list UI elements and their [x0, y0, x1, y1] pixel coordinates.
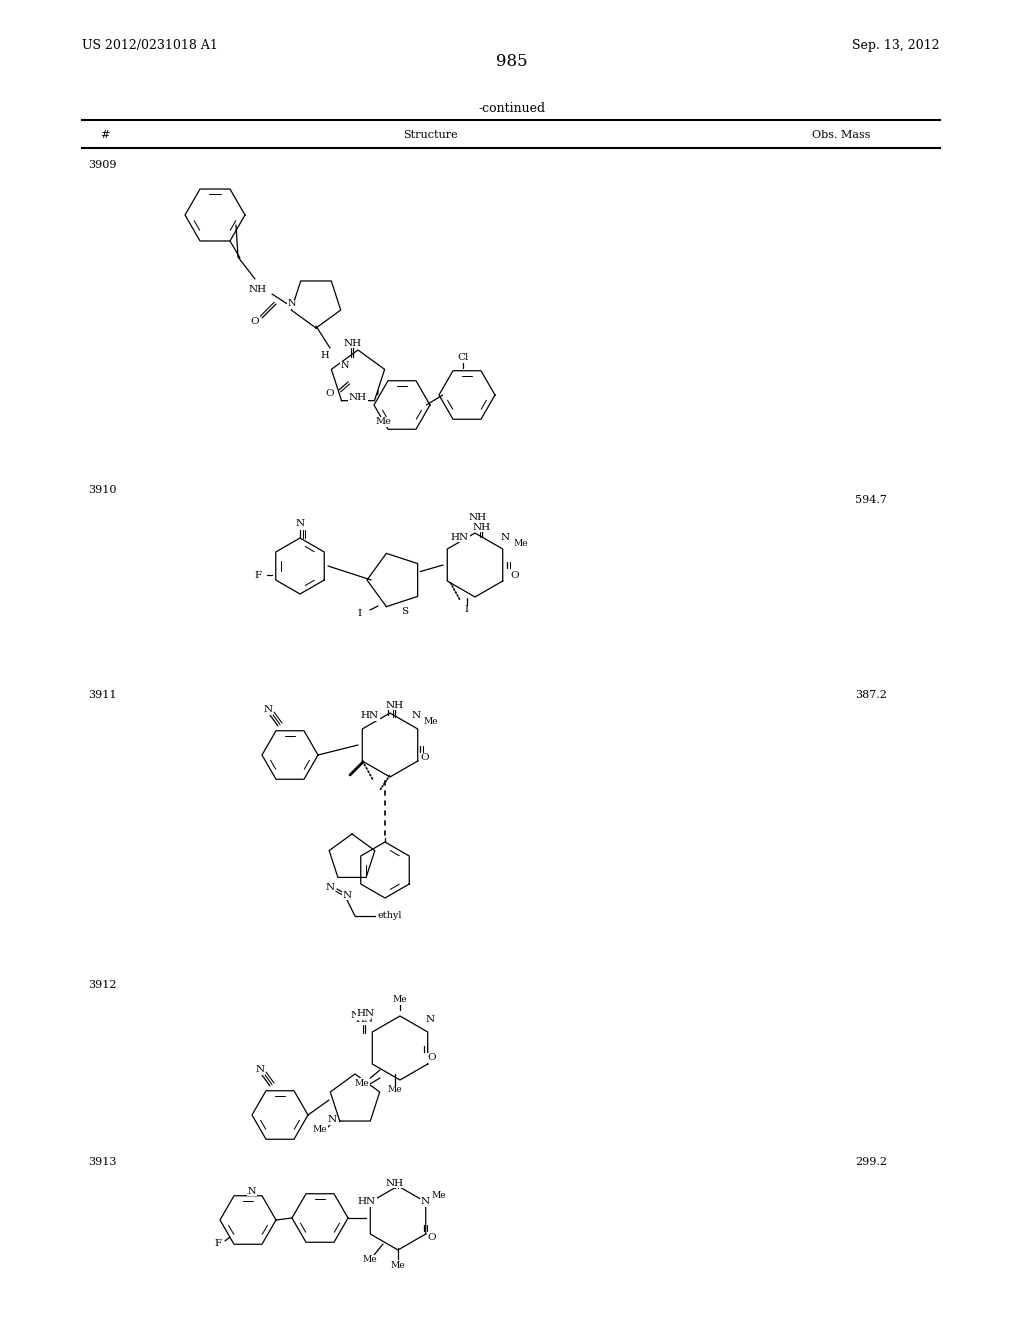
Text: N: N [288, 300, 296, 309]
Text: 3911: 3911 [88, 690, 117, 700]
Text: Me: Me [388, 1085, 402, 1094]
Text: O: O [428, 1233, 436, 1242]
Text: HN: HN [358, 1197, 376, 1206]
Text: Cl: Cl [458, 354, 469, 363]
Text: S: S [401, 607, 409, 616]
Text: O: O [428, 1053, 436, 1063]
Text: N: N [248, 1187, 256, 1196]
Text: NH: NH [469, 513, 487, 523]
Text: Me: Me [514, 539, 528, 548]
Text: N: N [255, 1065, 264, 1074]
Text: N: N [263, 705, 272, 714]
Text: N: N [328, 1115, 337, 1125]
Text: #: # [100, 129, 110, 140]
Text: Me: Me [375, 417, 391, 426]
Text: NH: NH [386, 1179, 404, 1188]
Text: 3909: 3909 [88, 160, 117, 170]
Text: Structure: Structure [402, 129, 458, 140]
Text: NH: NH [344, 338, 362, 347]
Text: 985: 985 [497, 54, 527, 70]
Text: F: F [254, 570, 261, 579]
Text: NH: NH [386, 701, 404, 710]
Text: 3913: 3913 [88, 1158, 117, 1167]
Text: F: F [214, 1238, 221, 1247]
Text: HN: HN [360, 711, 379, 721]
Text: N: N [296, 520, 304, 528]
Text: Me: Me [391, 1261, 406, 1270]
Text: N: N [421, 1197, 429, 1206]
Text: Me: Me [424, 718, 438, 726]
Text: 387.2: 387.2 [855, 690, 887, 700]
Text: HN: HN [356, 1015, 374, 1024]
Text: 3912: 3912 [88, 979, 117, 990]
Text: Obs. Mass: Obs. Mass [811, 129, 870, 140]
Text: N: N [501, 532, 510, 541]
Text: H: H [321, 351, 330, 360]
Text: Me: Me [354, 1078, 370, 1088]
Text: ethyl: ethyl [378, 912, 402, 920]
Text: Sep. 13, 2012: Sep. 13, 2012 [853, 38, 940, 51]
Text: N: N [412, 711, 421, 721]
Text: N: N [342, 891, 351, 899]
Text: O: O [421, 754, 429, 763]
Text: HN: HN [357, 1008, 375, 1018]
Text: Me: Me [362, 1255, 377, 1265]
Text: O: O [251, 318, 259, 326]
Text: O: O [511, 570, 519, 579]
Text: NH: NH [473, 523, 492, 532]
Text: 594.7: 594.7 [855, 495, 887, 506]
Text: I: I [358, 610, 362, 619]
Text: NH: NH [349, 393, 367, 403]
Text: -continued: -continued [478, 102, 546, 115]
Text: N: N [341, 362, 349, 371]
Text: NH: NH [249, 285, 267, 294]
Text: N: N [326, 883, 335, 891]
Text: Me: Me [312, 1126, 328, 1134]
Text: N: N [425, 1015, 434, 1024]
Text: US 2012/0231018 A1: US 2012/0231018 A1 [82, 38, 218, 51]
Text: Me: Me [432, 1192, 446, 1200]
Text: 299.2: 299.2 [855, 1158, 887, 1167]
Text: I: I [465, 606, 469, 615]
Text: NH: NH [351, 1011, 369, 1019]
Text: 3910: 3910 [88, 484, 117, 495]
Text: Me: Me [392, 995, 408, 1005]
Text: HN: HN [451, 532, 469, 541]
Text: O: O [326, 388, 334, 397]
